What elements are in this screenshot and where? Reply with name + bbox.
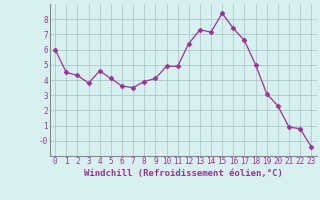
X-axis label: Windchill (Refroidissement éolien,°C): Windchill (Refroidissement éolien,°C) — [84, 169, 283, 178]
